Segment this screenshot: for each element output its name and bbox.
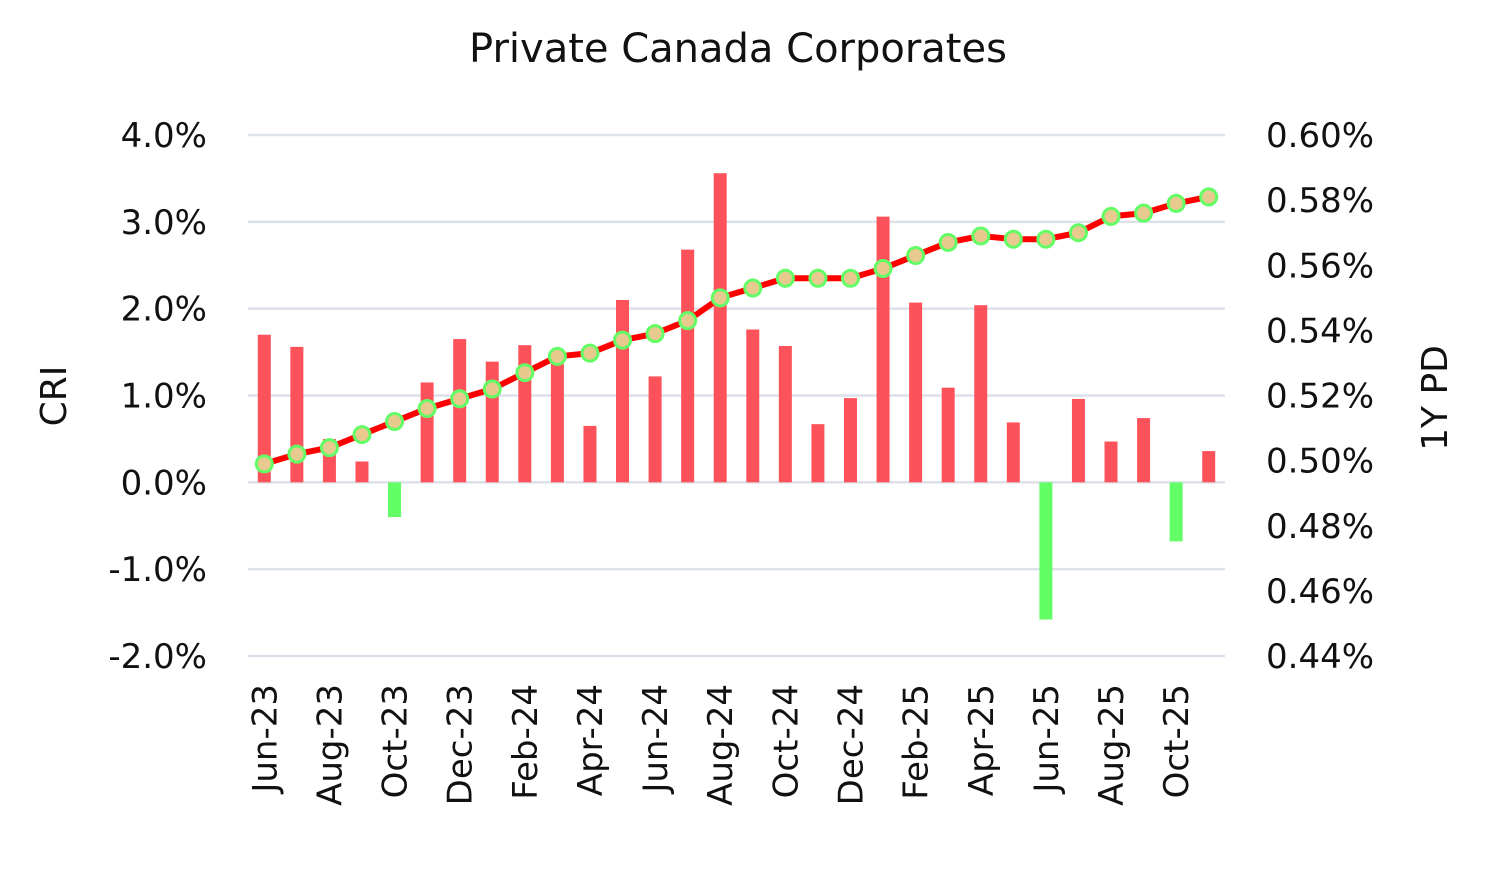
y-right-tick-label: 0.60% [1266,116,1374,156]
bar [420,382,434,483]
x-tick-label: Jun-23 [245,684,285,795]
line-marker [1166,193,1186,213]
y-tick-label: 4.0% [121,116,207,156]
line-marker [873,259,893,279]
right-axis-title: 1Y PD [1415,345,1456,451]
line-marker [482,379,502,399]
bar-series [257,173,1216,620]
bar [746,329,760,483]
y-right-tick-label: 0.46% [1266,572,1374,612]
line-marker [710,288,730,308]
y-tick-label: 0.0% [121,463,207,503]
x-tick-label: Apr-24 [571,684,611,796]
bar [1202,451,1216,483]
bar [941,387,955,483]
y-right-tick-label: 0.48% [1266,507,1374,547]
bar [583,425,597,483]
bar [453,339,467,483]
line-marker [613,330,633,350]
left-axis-ticks: 4.0% 3.0% 2.0% 1.0% 0.0% -1.0% -2.0% [108,116,207,677]
x-tick-label: Jun-25 [1027,684,1067,795]
x-tick-label: Dec-23 [441,684,481,805]
bar [681,249,695,483]
x-tick-label: Feb-24 [506,684,546,800]
y-right-tick-label: 0.44% [1266,637,1374,677]
line-marker [906,245,926,265]
line-marker [1199,187,1219,207]
series-line [263,193,1210,467]
y-right-tick-label: 0.52% [1266,377,1374,417]
bar [909,302,923,483]
line-marker [254,454,274,474]
line-marker [580,343,600,363]
bar [811,424,825,483]
bar [1104,441,1118,483]
bar [843,398,857,483]
line-marker [287,444,307,464]
line-marker [775,268,795,288]
x-tick-label: Feb-25 [897,684,937,800]
x-tick-label: Oct-25 [1157,684,1197,798]
line-marker [417,399,437,419]
bar [257,334,271,483]
line-marker [385,412,405,432]
line-series [254,187,1219,474]
chart-title: Private Canada Corporates [469,26,1007,72]
x-tick-label: Oct-24 [766,684,806,798]
y-tick-label: 3.0% [121,203,207,243]
x-axis-ticks: Jun-23 Aug-23 Oct-23 Dec-23 Feb-24 Apr-24 Jun-… [245,684,1197,806]
bar [616,299,630,483]
x-tick-label: Dec-24 [831,684,871,805]
line-marker [743,278,763,298]
line-marker [547,346,567,366]
bar [1006,422,1020,483]
x-tick-label: Apr-25 [962,684,1002,796]
line-marker [938,232,958,252]
y-right-tick-label: 0.54% [1266,311,1374,351]
y-right-tick-label: 0.50% [1266,442,1374,482]
line-marker [1101,206,1121,226]
line-marker [1036,229,1056,249]
x-tick-label: Jun-24 [636,684,676,795]
bar [388,482,402,518]
y-tick-label: -1.0% [108,550,207,590]
bar [1137,418,1151,483]
line-marker [678,311,698,331]
line-marker [1068,223,1088,243]
right-axis-ticks: 0.60% 0.58% 0.56% 0.54% 0.52% 0.50% 0.48% 0.46%… [1266,116,1374,677]
line-marker [645,324,665,344]
bar [713,173,727,483]
line-marker [515,363,535,383]
bar [1169,482,1183,542]
bar [876,216,890,483]
left-axis-title: CRI [34,366,75,427]
x-tick-label: Aug-23 [310,684,350,806]
line-marker [319,438,339,458]
line-marker [808,268,828,288]
bar [974,305,988,483]
bar [1071,398,1085,483]
y-right-tick-label: 0.56% [1266,246,1374,286]
line-marker [1134,203,1154,223]
y-tick-label: -2.0% [108,637,207,677]
x-tick-label: Oct-23 [376,684,416,798]
line-marker [840,268,860,288]
y-right-tick-label: 0.58% [1266,181,1374,221]
bar [1039,482,1053,620]
x-tick-label: Aug-24 [701,684,741,806]
bar [648,376,662,483]
x-tick-label: Aug-25 [1092,684,1132,806]
y-tick-label: 2.0% [121,290,207,330]
line-marker [971,226,991,246]
gridlines [248,133,1225,658]
y-tick-label: 1.0% [121,377,207,417]
line-marker [352,425,372,445]
line-marker [450,389,470,409]
bar [550,362,564,483]
line-marker [1003,229,1023,249]
bar [778,346,792,483]
bar [355,461,369,483]
